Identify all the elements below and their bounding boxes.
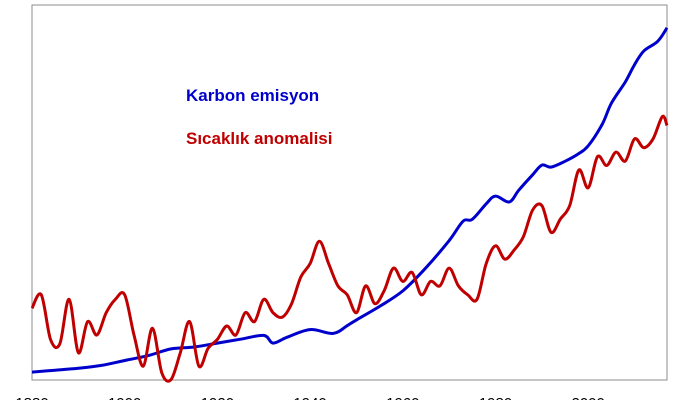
series-layer bbox=[30, 26, 669, 383]
legend-carbon-label: Karbon emisyon bbox=[186, 86, 319, 105]
series-line-temperature bbox=[30, 114, 669, 383]
x-tick-label: 1920 bbox=[201, 395, 234, 400]
x-tick-label: 1940 bbox=[293, 395, 326, 400]
x-axis-ticks: 1880 1900 1920 1940 1960 1980 2000 bbox=[15, 395, 605, 400]
x-tick-label: 2000 bbox=[572, 395, 605, 400]
x-tick-label: 1880 bbox=[15, 395, 48, 400]
x-tick-label: 1960 bbox=[386, 395, 419, 400]
legend-temperature-label: Sıcaklık anomalisi bbox=[186, 129, 332, 148]
x-tick-label: 1900 bbox=[108, 395, 141, 400]
plot-frame bbox=[31, 4, 668, 381]
x-tick-label: 1980 bbox=[479, 395, 512, 400]
